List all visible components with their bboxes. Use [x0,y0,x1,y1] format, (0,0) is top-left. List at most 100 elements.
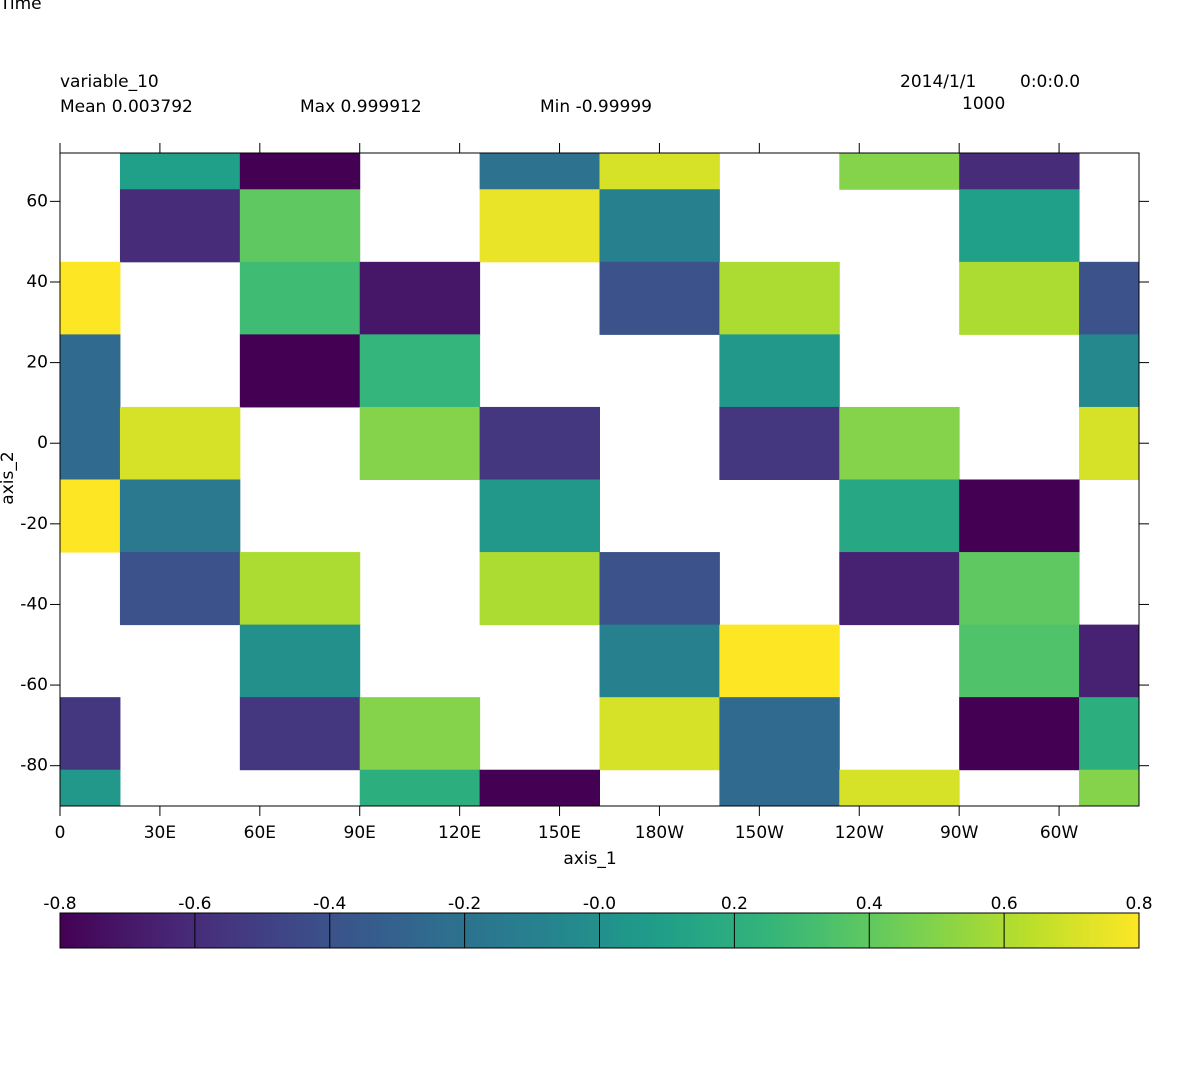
cell [959,697,1080,771]
y-tick-label: 40 [26,272,48,292]
colorbar-tick-label: 0.4 [856,894,883,914]
y-tick-label: 0 [37,433,48,453]
cell [1079,406,1139,480]
colorbar-tick-label: 0.6 [991,894,1018,914]
y-tick-label: -60 [20,675,48,695]
cell [959,624,1080,698]
cell [60,261,121,335]
stat-min: Min -0.99999 [540,97,652,117]
cell [239,189,361,263]
colorbar-tick-label: 0.2 [721,894,748,914]
date: 2014/1/1 [900,72,976,92]
cell [1079,624,1139,698]
cell [359,261,481,335]
cell [839,406,960,480]
cell [60,334,121,408]
cell [239,334,361,408]
cell [719,406,840,480]
colorbar-tick-label: -0.2 [448,894,481,914]
cell [60,406,121,480]
cell [839,552,960,626]
cell [1079,261,1139,335]
cell [599,697,720,771]
cell [60,697,121,771]
cell [119,552,241,626]
y-tick-label: 60 [26,191,48,211]
cell [119,189,241,263]
clock: 0:0:0.0 [1020,72,1080,92]
cell [599,189,720,263]
cell [479,406,600,480]
colorbar-tick-label: -0.4 [313,894,346,914]
cell [60,479,121,553]
plot-frame [59,152,1140,807]
y-tick-label: 20 [26,353,48,373]
cell [359,334,481,408]
y-tick-label: -20 [20,514,48,534]
cell [839,479,960,553]
x-tick-label: 150E [538,823,581,843]
cell [1079,697,1139,771]
stat-mean: Mean 0.003792 [60,97,193,117]
cell [479,153,600,190]
cell [1079,334,1139,408]
cell [359,769,481,806]
cell [239,624,361,698]
cell [119,479,241,553]
cell [959,552,1080,626]
cell [479,479,600,553]
cell [119,406,241,480]
cell [239,697,361,771]
cell [359,406,481,480]
chart-title: variable_10 [60,72,159,92]
y-tick-label: -40 [20,594,48,614]
cell [599,552,720,626]
cell [239,552,361,626]
cell [959,189,1080,263]
y-axis-label: axis_2 [0,451,18,504]
colorbar-tick-label: -0.8 [43,894,76,914]
colorbar-tick-label: -0.0 [583,894,616,914]
cell [599,153,720,190]
cell [599,624,720,698]
level: 1000 [962,94,1005,114]
cell [719,697,840,771]
cell [959,261,1080,335]
x-tick-label: 0 [55,823,66,843]
x-tick-label: 120W [835,823,884,843]
stat-max: Max 0.999912 [300,97,422,117]
x-tick-label: 90E [344,823,376,843]
x-tick-label: 120E [438,823,481,843]
cells [60,153,1139,806]
cell [1079,769,1139,806]
cell [479,189,600,263]
cell [959,479,1080,553]
cell [359,697,481,771]
cell [599,261,720,335]
x-tick-label: 150W [735,823,784,843]
cell [479,769,600,806]
cell [239,261,361,335]
cell [839,153,960,190]
cell [60,769,121,806]
cell [479,552,600,626]
cell [719,624,840,698]
x-tick-label: 60E [244,823,276,843]
x-axis-label: axis_1 [563,849,616,869]
cell [719,769,840,806]
cell [119,153,241,190]
x-tick-label: 180W [635,823,684,843]
cell [239,153,361,190]
colorbar-tick-label: 0.8 [1125,894,1152,914]
cell [719,261,840,335]
x-tick-label: 90W [940,823,979,843]
colorbar-tick-label: -0.6 [178,894,211,914]
time-label: Time [0,0,42,14]
cell [839,769,960,806]
y-tick-label: -80 [20,756,48,776]
x-tick-label: 30E [144,823,176,843]
cell [959,153,1080,190]
cell [719,334,840,408]
x-tick-label: 60W [1040,823,1079,843]
